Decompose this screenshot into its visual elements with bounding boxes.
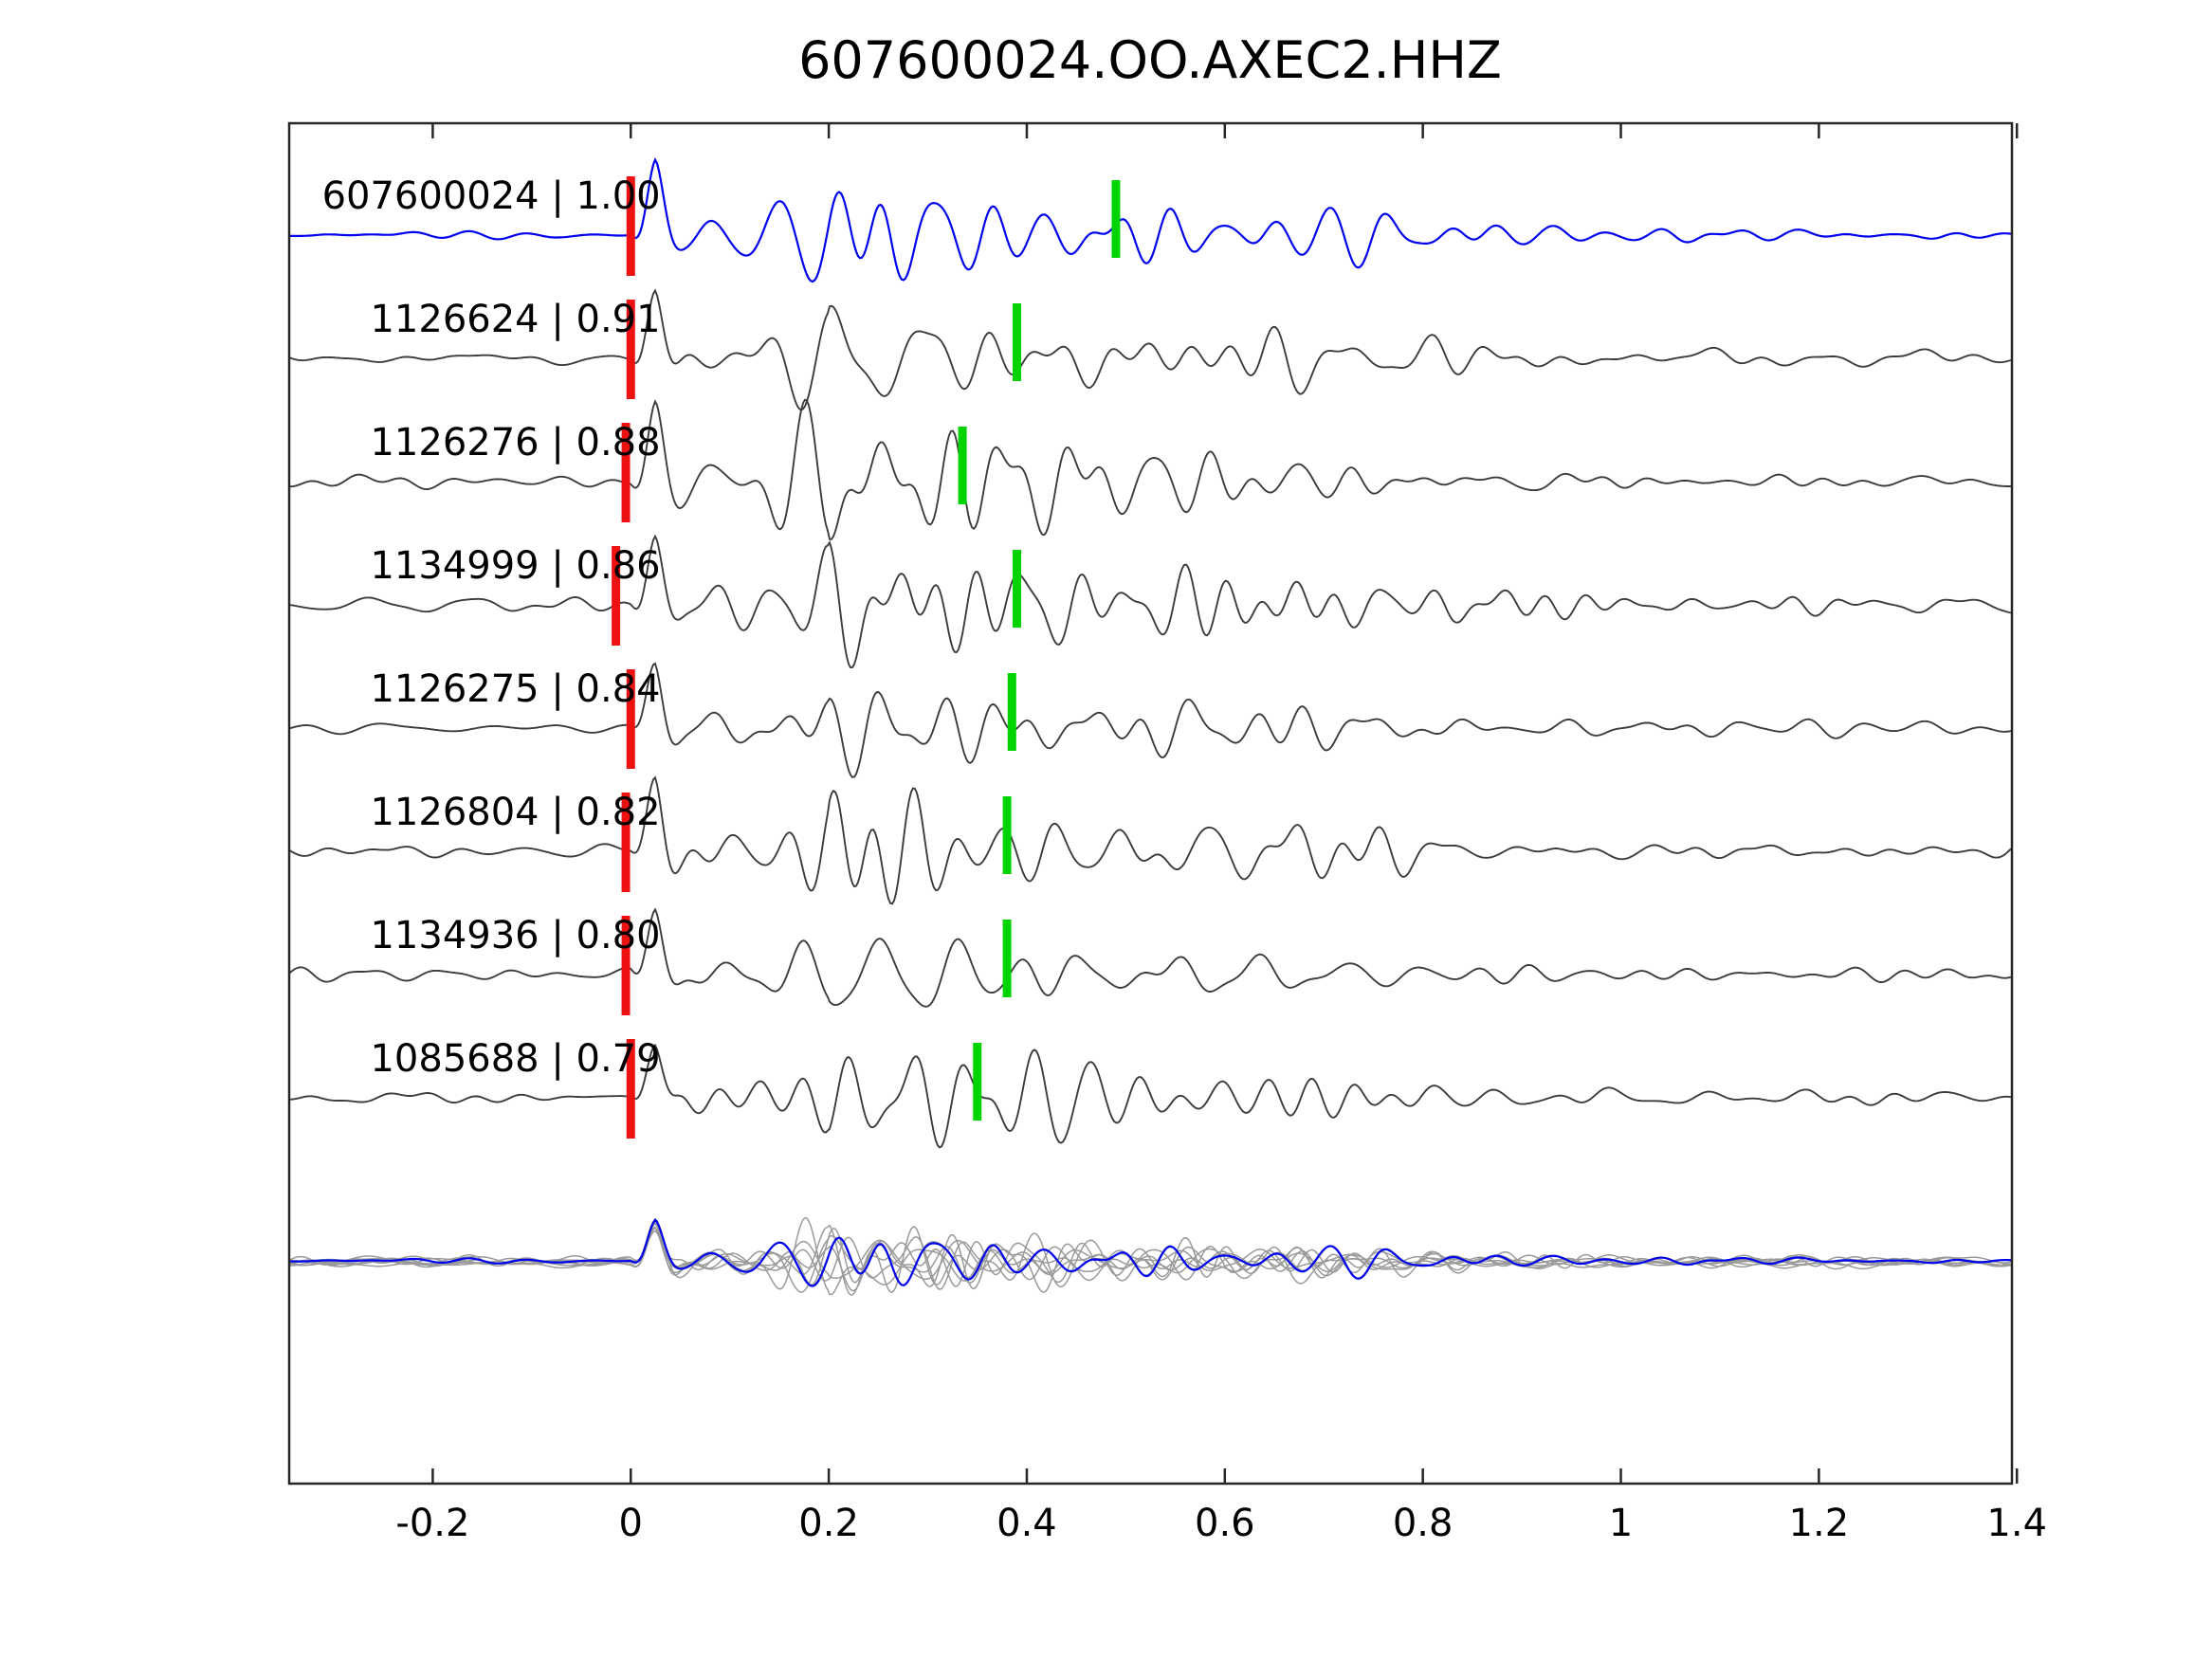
trace-label-1085688: 1085688 | 0.79 <box>370 1037 660 1081</box>
green-pick-marker-1126804 <box>1002 796 1012 874</box>
trace-label-1134999: 1134999 | 0.86 <box>370 544 660 588</box>
overlay-reference-trace <box>289 1218 2011 1287</box>
green-pick-marker-1126276 <box>958 427 967 504</box>
red-pick-marker-1126624 <box>626 300 635 399</box>
red-pick-marker-1126275 <box>626 669 635 769</box>
trace-label-1126276: 1126276 | 0.88 <box>370 421 660 465</box>
axes-box <box>287 121 2014 1486</box>
x-tick-label: -0.2 <box>395 1502 469 1545</box>
green-pick-marker-1134999 <box>1013 550 1022 628</box>
red-pick-marker-1126276 <box>621 423 631 522</box>
plot-area: 607600024 | 1.00 1126624 | 0.91 1126276 | … <box>287 121 2047 1545</box>
overlay-trace-1126804 <box>288 1219 2012 1293</box>
green-pick-marker-1126275 <box>1007 673 1016 751</box>
x-tick-label: 0 <box>619 1502 643 1545</box>
x-tick-label: 0.2 <box>798 1502 859 1545</box>
trace-waveform-1134936 <box>288 907 2012 1008</box>
trace-label-1126804: 1126804 | 0.82 <box>370 791 660 834</box>
x-tick-label: 1.4 <box>1986 1502 2047 1545</box>
green-pick-marker-607600024 <box>1111 180 1121 258</box>
trace-label-1126624: 1126624 | 0.91 <box>370 298 660 341</box>
green-pick-marker-1085688 <box>973 1043 982 1121</box>
red-pick-marker-1085688 <box>626 1039 635 1139</box>
x-tick-label: 1 <box>1609 1502 1633 1545</box>
green-pick-marker-1134936 <box>1002 920 1012 997</box>
x-tick-label: 0.4 <box>996 1502 1057 1545</box>
trace-waveform-1085688 <box>289 1043 2012 1149</box>
trace-waveform-1126804 <box>288 775 2012 905</box>
red-pick-marker-1134936 <box>621 916 631 1015</box>
red-pick-marker-607600024 <box>626 176 635 276</box>
x-tick-label: 0.8 <box>1393 1502 1453 1545</box>
overlay-trace-1134936 <box>288 1222 2012 1281</box>
green-pick-marker-1126624 <box>1013 303 1022 381</box>
trace-label-607600024: 607600024 | 1.00 <box>322 174 661 218</box>
trace-waveform-1126624 <box>288 288 2012 411</box>
trace-waveform-1126276 <box>288 398 2012 540</box>
x-tick-label: 1.2 <box>1789 1502 1850 1545</box>
trace-waveform-1134999 <box>288 534 2012 669</box>
trace-waveform-1126275 <box>288 662 2012 778</box>
red-pick-marker-1134999 <box>612 546 621 646</box>
trace-label-1126275: 1126275 | 0.84 <box>370 667 660 711</box>
red-pick-marker-1126804 <box>621 793 631 892</box>
trace-waveform-607600024 <box>289 156 2012 283</box>
trace-label-1134936: 1134936 | 0.80 <box>370 914 660 957</box>
x-tick-label: 0.6 <box>1195 1502 1255 1545</box>
chart-title: 607600024.OO.AXEC2.HHZ <box>798 30 1502 90</box>
